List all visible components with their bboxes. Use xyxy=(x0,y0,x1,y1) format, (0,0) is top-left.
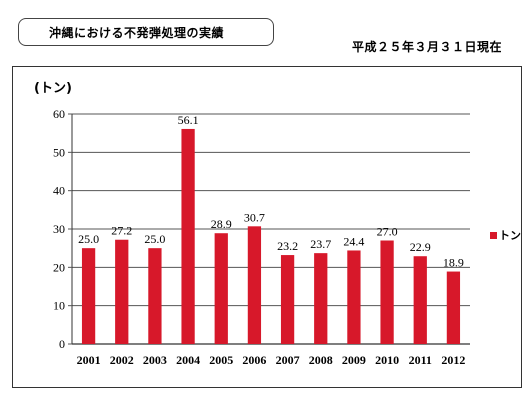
data-label-2004: 56.1 xyxy=(178,113,199,127)
bar-2002 xyxy=(115,239,129,344)
chart-title-box: 沖縄における不発弾処理の実績 xyxy=(18,18,274,46)
data-label-2008: 23.7 xyxy=(310,237,331,251)
legend-swatch-tons xyxy=(490,232,497,239)
x-category-label-2007: 2007 xyxy=(276,353,300,367)
x-category-label-2006: 2006 xyxy=(242,353,266,367)
y-tick-label: 60 xyxy=(53,107,65,121)
y-tick-label: 50 xyxy=(53,145,65,159)
y-tick-label: 0 xyxy=(59,337,65,351)
x-category-label-2012: 2012 xyxy=(441,353,465,367)
bar-2011 xyxy=(413,256,427,344)
x-category-label-2009: 2009 xyxy=(342,353,366,367)
bar-chart: (トン) 0 10 20 30 40 50 60 25.0 27.2 25.0 56.1 28.9 3… xyxy=(34,81,521,367)
bar-2006 xyxy=(247,226,262,344)
x-category-label-2008: 2008 xyxy=(309,353,333,367)
y-tick-label: 20 xyxy=(53,260,65,274)
bar-2009 xyxy=(347,250,361,344)
data-label-2012: 18.9 xyxy=(443,256,464,270)
chart-frame xyxy=(12,66,522,388)
data-label-2006: 30.7 xyxy=(244,210,265,224)
data-label-2002: 27.2 xyxy=(111,224,132,238)
data-label-2001: 25.0 xyxy=(78,232,99,246)
bars xyxy=(81,128,461,344)
x-category-label-2010: 2010 xyxy=(375,353,399,367)
page-title: 沖縄における不発弾処理の実績 xyxy=(49,25,225,40)
bar-2001 xyxy=(81,248,96,344)
y-tick-label: 40 xyxy=(53,184,65,198)
bar-2005 xyxy=(214,233,228,344)
x-category-label-2005: 2005 xyxy=(209,353,233,367)
x-category-label-2001: 2001 xyxy=(77,353,101,367)
data-label-2010: 27.0 xyxy=(377,225,398,239)
y-tick-label: 30 xyxy=(53,222,65,236)
bar-2003 xyxy=(148,248,162,344)
x-category-label-2004: 2004 xyxy=(176,353,200,367)
bar-2010 xyxy=(380,240,394,344)
data-label-2011: 22.9 xyxy=(410,240,431,254)
legend: トン xyxy=(490,229,521,242)
data-label-2009: 24.4 xyxy=(343,234,364,248)
grid-lines xyxy=(71,113,470,345)
x-axis-categories: 2001 2002 2003 2004 2005 2006 2007 2008 2009 2010… xyxy=(77,353,466,367)
legend-label-tons: トン xyxy=(499,229,521,242)
x-category-label-2002: 2002 xyxy=(110,353,134,367)
bar-2004 xyxy=(181,128,195,344)
data-label-2007: 23.2 xyxy=(277,239,298,253)
data-labels: 25.0 27.2 25.0 56.1 28.9 30.7 23.2 23.7 24.4 27.0… xyxy=(78,113,464,270)
bar-2007 xyxy=(280,255,295,344)
x-category-label-2003: 2003 xyxy=(143,353,167,367)
y-axis-ticks: 0 10 20 30 40 50 60 xyxy=(53,107,72,351)
x-category-label-2011: 2011 xyxy=(409,353,432,367)
bar-2012 xyxy=(446,271,461,344)
bar-2008 xyxy=(314,253,328,344)
data-label-2003: 25.0 xyxy=(144,232,165,246)
data-label-2005: 28.9 xyxy=(211,217,232,231)
y-tick-label: 10 xyxy=(53,299,65,313)
y-axis-unit-label: (トン) xyxy=(34,81,72,96)
date-note: 平成２５年３月３１日現在 xyxy=(352,40,503,54)
